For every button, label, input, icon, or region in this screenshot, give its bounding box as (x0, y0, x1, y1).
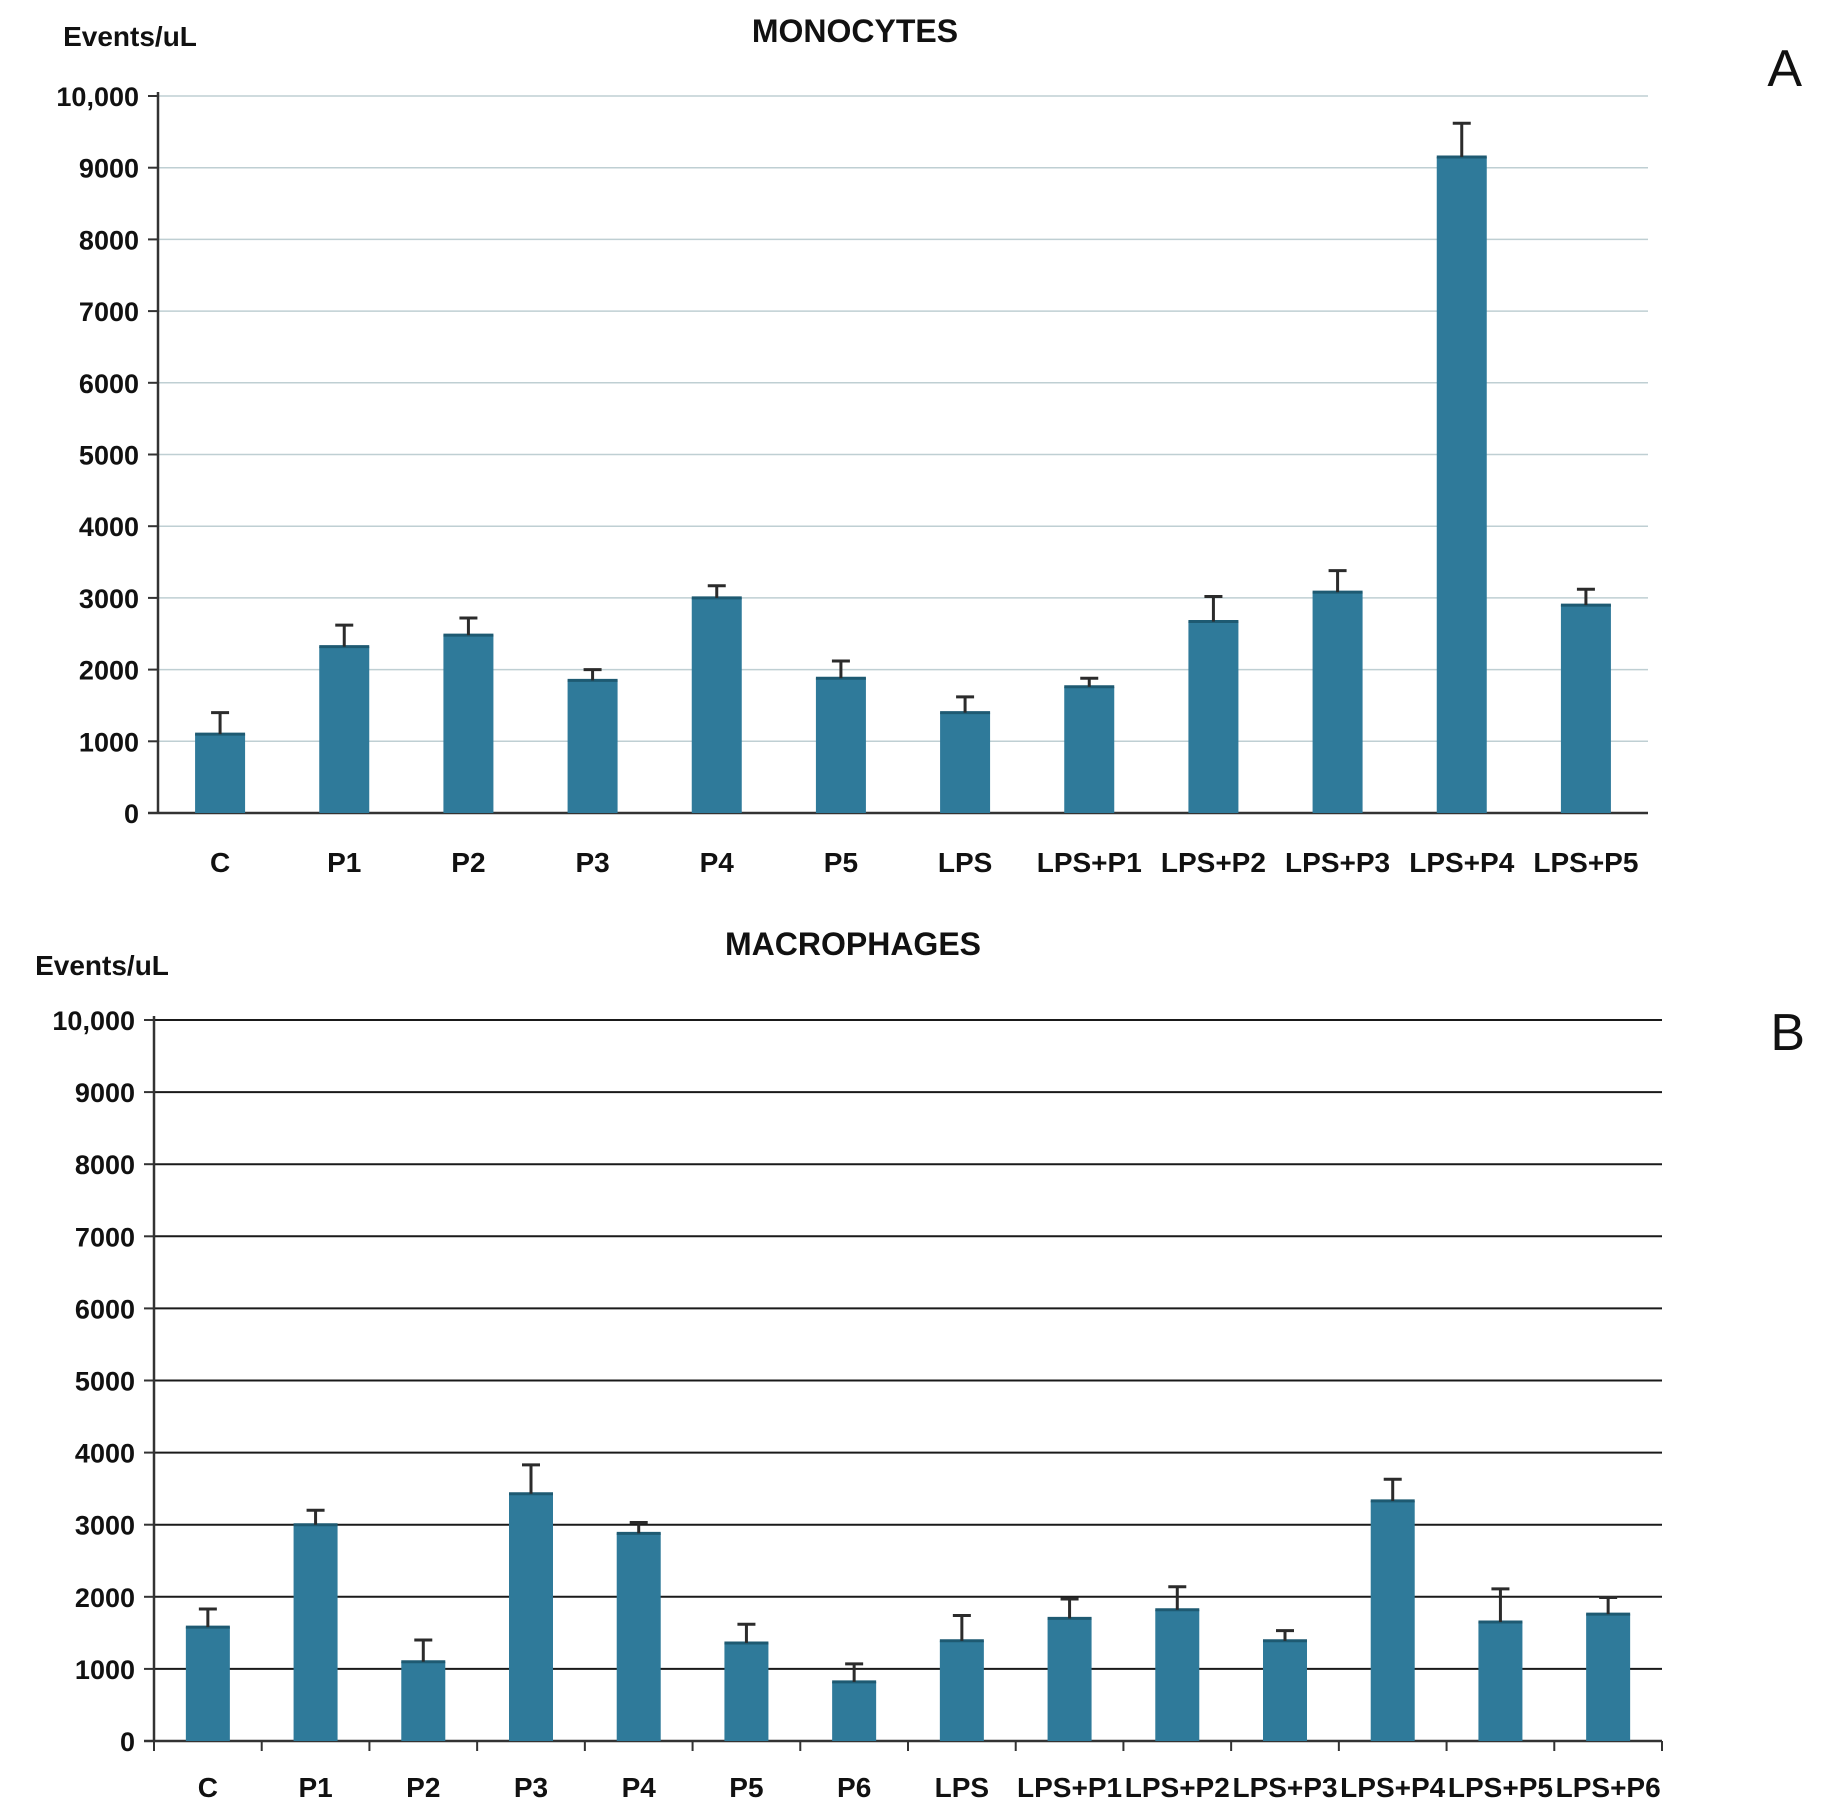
x-category-label: LPS+P2 (1125, 1772, 1230, 1803)
y-tick-label: 3000 (79, 584, 139, 614)
x-category-label: P3 (575, 847, 609, 878)
x-category-label: LPS (938, 847, 992, 878)
bar (195, 734, 246, 813)
bar (1478, 1622, 1523, 1741)
y-tick-label: 4000 (79, 512, 139, 542)
x-category-label: P5 (729, 1772, 763, 1803)
bar (1436, 156, 1487, 813)
x-category-label: P3 (514, 1772, 548, 1803)
bar (1263, 1640, 1307, 1741)
x-category-label: LPS+P1 (1017, 1772, 1122, 1803)
y-tick-label: 8000 (79, 225, 139, 255)
y-tick-label: 9000 (75, 1078, 135, 1108)
chart-title: MONOCYTES (752, 13, 958, 49)
bar (939, 1640, 984, 1741)
y-axis-label: Events/uL (63, 21, 197, 52)
monocytes-chart: MONOCYTES Events/uL A 0 1000 2000 3000 4000 5… (56, 13, 1802, 878)
panel-label: A (1767, 40, 1802, 98)
y-tick-label: 8000 (75, 1150, 135, 1180)
bar (1312, 592, 1363, 813)
x-category-label: P4 (700, 847, 735, 878)
x-category-label: LPS+P5 (1533, 847, 1638, 878)
y-tick-label: 1000 (79, 727, 139, 757)
bar (940, 712, 991, 813)
x-category-label: LPS+P1 (1037, 847, 1142, 878)
x-category-label: LPS (935, 1772, 989, 1803)
bar (1370, 1500, 1415, 1741)
bar (319, 646, 370, 813)
y-tick-label: 1000 (75, 1655, 135, 1685)
bar (567, 680, 618, 813)
x-category-label: P4 (622, 1772, 657, 1803)
bar (724, 1642, 769, 1741)
x-category-label: P2 (406, 1772, 440, 1803)
y-axis-label: Events/uL (35, 950, 169, 981)
bar (1188, 621, 1239, 813)
y-tick-label: 10,000 (52, 1006, 135, 1036)
y-tick-label: 6000 (75, 1294, 135, 1324)
x-category-label: LPS+P4 (1409, 847, 1514, 878)
macrophages-chart: MACROPHAGES Events/uL B 0 1000 2000 3000 400… (35, 926, 1805, 1803)
bar (1064, 686, 1115, 813)
bar (832, 1681, 877, 1741)
bar (293, 1524, 338, 1741)
y-tick-label: 5000 (75, 1367, 135, 1397)
bar (1047, 1618, 1092, 1741)
x-category-label: P2 (451, 847, 485, 878)
bar (1155, 1609, 1200, 1741)
x-category-label: LPS+P4 (1340, 1772, 1445, 1803)
y-tick-label: 4000 (75, 1439, 135, 1469)
x-category-label: LPS+P5 (1448, 1772, 1553, 1803)
x-category-label: P5 (824, 847, 858, 878)
bar (616, 1533, 661, 1741)
bar (691, 597, 742, 813)
bar (185, 1627, 230, 1741)
y-tick-label: 7000 (75, 1222, 135, 1252)
y-tick-label: 2000 (75, 1583, 135, 1613)
y-tick-label: 7000 (79, 297, 139, 327)
y-tick-label: 2000 (79, 656, 139, 686)
y-tick-label: 9000 (79, 154, 139, 184)
y-tick-label: 3000 (75, 1511, 135, 1541)
y-tick-label: 5000 (79, 441, 139, 471)
x-category-label: P1 (327, 847, 361, 878)
x-category-label: LPS+P2 (1161, 847, 1266, 878)
bar (1586, 1614, 1631, 1741)
x-category-label: C (198, 1772, 218, 1803)
x-category-label: LPS+P3 (1232, 1772, 1337, 1803)
y-tick-label: 10,000 (56, 82, 139, 112)
y-tick-label: 6000 (79, 369, 139, 399)
bar (443, 635, 494, 813)
x-category-label: C (210, 847, 230, 878)
x-category-label: LPS+P3 (1285, 847, 1390, 878)
x-category-label: P1 (298, 1772, 332, 1803)
panel-label: B (1770, 1004, 1805, 1062)
y-tick-label: 0 (124, 799, 139, 829)
y-tick-label: 0 (120, 1727, 135, 1757)
bar (509, 1493, 553, 1741)
x-category-label: P6 (837, 1772, 871, 1803)
bar (1560, 605, 1611, 813)
chart-title: MACROPHAGES (725, 926, 981, 962)
bar (815, 678, 866, 813)
bar (401, 1661, 446, 1741)
x-category-label: LPS+P6 (1556, 1772, 1661, 1803)
